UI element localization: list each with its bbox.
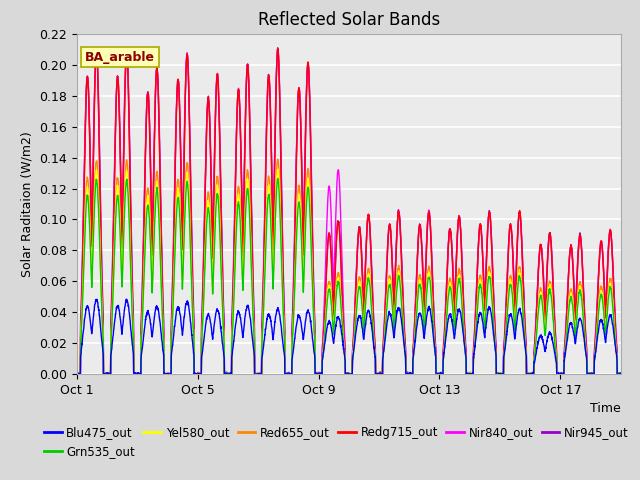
Red655_out xyxy=(125,216,133,221)
Redg715_out xyxy=(507,223,515,229)
Grn535_out xyxy=(507,282,515,288)
Nir945_out xyxy=(125,133,133,139)
Nir840_out xyxy=(74,372,81,377)
Red655_out xyxy=(507,274,515,280)
Blu475_out xyxy=(126,314,134,320)
Grn535_out xyxy=(73,372,81,377)
Redg715_out xyxy=(73,371,81,376)
Nir840_out xyxy=(370,324,378,330)
Line: Nir840_out: Nir840_out xyxy=(77,48,640,374)
Redg715_out xyxy=(596,257,604,263)
Redg715_out xyxy=(74,372,82,377)
Line: Nir945_out: Nir945_out xyxy=(77,48,640,374)
Yel580_out xyxy=(274,167,282,172)
Y-axis label: Solar Raditaion (W/m2): Solar Raditaion (W/m2) xyxy=(20,131,33,277)
Yel580_out xyxy=(595,299,603,305)
Yel580_out xyxy=(507,278,515,284)
Nir945_out xyxy=(436,372,444,377)
Blu475_out xyxy=(370,345,378,351)
Nir945_out xyxy=(596,253,604,259)
Blu475_out xyxy=(367,313,374,319)
Blu475_out xyxy=(596,322,604,327)
Nir945_out xyxy=(507,224,515,229)
Nir945_out xyxy=(367,231,374,237)
Nir945_out xyxy=(274,45,282,51)
Text: Time: Time xyxy=(590,402,621,415)
Nir840_out xyxy=(507,224,515,229)
Title: Reflected Solar Bands: Reflected Solar Bands xyxy=(258,11,440,29)
Nir945_out xyxy=(73,371,81,377)
Nir840_out xyxy=(367,233,374,239)
Redg715_out xyxy=(367,236,374,241)
Red655_out xyxy=(596,294,604,300)
Yel580_out xyxy=(370,336,378,342)
Grn535_out xyxy=(125,228,133,234)
Red655_out xyxy=(274,156,282,162)
Blu475_out xyxy=(74,372,82,377)
Line: Redg715_out: Redg715_out xyxy=(77,49,640,374)
Redg715_out xyxy=(274,46,282,52)
Redg715_out xyxy=(370,330,378,336)
Red655_out xyxy=(436,371,444,377)
Red655_out xyxy=(73,372,81,377)
Yel580_out xyxy=(125,214,133,220)
Text: BA_arable: BA_arable xyxy=(85,51,155,64)
Grn535_out xyxy=(370,339,378,345)
Red655_out xyxy=(367,279,374,285)
Line: Yel580_out: Yel580_out xyxy=(77,169,640,374)
Blu475_out xyxy=(436,370,444,375)
Red655_out xyxy=(73,371,81,376)
Line: Red655_out: Red655_out xyxy=(77,159,640,374)
Nir945_out xyxy=(73,372,81,377)
Grn535_out xyxy=(274,176,282,181)
Nir945_out xyxy=(370,318,378,324)
Grn535_out xyxy=(367,287,374,293)
Nir840_out xyxy=(125,140,133,145)
Red655_out xyxy=(370,337,378,343)
Legend: Blu475_out, Grn535_out, Yel580_out, Red655_out, Redg715_out, Nir840_out, Nir945_: Blu475_out, Grn535_out, Yel580_out, Red6… xyxy=(39,421,634,463)
Redg715_out xyxy=(436,372,444,377)
Grn535_out xyxy=(596,301,604,307)
Nir840_out xyxy=(436,371,444,377)
Yel580_out xyxy=(436,372,444,377)
Blu475_out xyxy=(507,312,515,318)
Grn535_out xyxy=(436,371,444,377)
Nir840_out xyxy=(596,256,604,262)
Nir840_out xyxy=(73,372,81,377)
Redg715_out xyxy=(125,144,133,150)
Yel580_out xyxy=(366,282,374,288)
Line: Grn535_out: Grn535_out xyxy=(77,179,640,374)
Line: Blu475_out: Blu475_out xyxy=(77,299,640,374)
Grn535_out xyxy=(73,371,81,377)
Blu475_out xyxy=(73,370,81,376)
Nir840_out xyxy=(274,46,282,51)
Blu475_out xyxy=(122,296,130,302)
Yel580_out xyxy=(73,372,81,377)
